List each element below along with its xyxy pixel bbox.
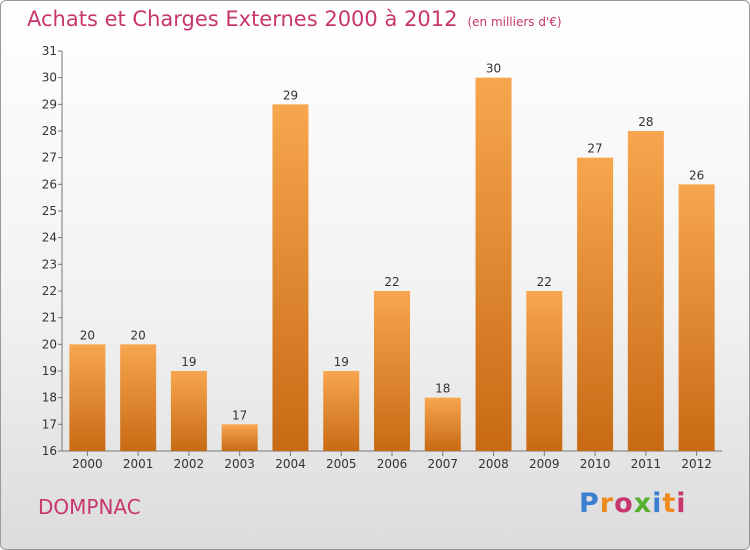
- logo-letter: i: [676, 488, 687, 519]
- y-tick-label: 19: [42, 364, 57, 378]
- proxiti-logo: Proxiti: [579, 488, 687, 519]
- bar-2010: [577, 157, 614, 451]
- chart-bars: [69, 77, 715, 452]
- logo-letter: x: [633, 488, 653, 519]
- value-label-2007: 18: [435, 382, 450, 396]
- y-tick-label: 28: [42, 124, 57, 138]
- y-tick-label: 29: [42, 97, 57, 111]
- value-label-2010: 27: [587, 142, 602, 156]
- bar-2008: [475, 77, 512, 452]
- bar-2003: [221, 424, 258, 451]
- x-tick-label-2009: 2009: [529, 457, 560, 471]
- x-tick-label-2008: 2008: [478, 457, 509, 471]
- logo-letter: i: [652, 488, 663, 519]
- bar-2011: [627, 131, 664, 451]
- x-tick-label-2010: 2010: [580, 457, 611, 471]
- x-tick-label-2000: 2000: [72, 457, 103, 471]
- x-tick-label-2007: 2007: [427, 457, 458, 471]
- bar-2005: [323, 371, 360, 451]
- y-tick-label: 16: [42, 444, 57, 458]
- y-tick-label: 31: [42, 44, 57, 58]
- value-label-2002: 19: [181, 355, 196, 369]
- y-tick-label: 17: [42, 417, 57, 431]
- logo-letter: P: [579, 488, 600, 519]
- value-label-2008: 30: [486, 62, 501, 76]
- y-tick-label: 26: [42, 177, 57, 191]
- chart-unit: (en milliers d'€): [467, 15, 562, 29]
- chart-title-text: Achats et Charges Externes 2000 à 2012: [27, 7, 458, 31]
- bar-2007: [424, 397, 461, 451]
- logo-letter: t: [662, 488, 677, 519]
- bar-2009: [526, 291, 563, 451]
- value-label-2003: 17: [232, 408, 247, 422]
- y-tick-label: 24: [42, 231, 57, 245]
- value-label-2012: 26: [689, 168, 704, 182]
- x-tick-label-2005: 2005: [326, 457, 357, 471]
- bar-2000: [69, 344, 106, 451]
- value-label-2001: 20: [131, 328, 146, 342]
- x-tick-label-2003: 2003: [224, 457, 255, 471]
- y-tick-label: 18: [42, 391, 57, 405]
- x-tick-label-2006: 2006: [377, 457, 408, 471]
- value-label-2006: 22: [384, 275, 399, 289]
- chart-title: Achats et Charges Externes 2000 à 2012 (e…: [27, 7, 562, 31]
- y-tick-label: 23: [42, 257, 57, 271]
- bar-2002: [170, 371, 207, 451]
- y-tick-label: 25: [42, 204, 57, 218]
- logo-letter: r: [599, 488, 615, 519]
- value-label-2009: 22: [537, 275, 552, 289]
- y-tick-label: 21: [42, 311, 57, 325]
- location-name: DOMPNAC: [38, 495, 141, 519]
- y-tick-label: 22: [42, 284, 57, 298]
- x-tick-label-2011: 2011: [631, 457, 662, 471]
- x-tick-label-2001: 2001: [123, 457, 154, 471]
- value-label-2011: 28: [638, 115, 653, 129]
- bar-2004: [272, 104, 309, 451]
- bar-2012: [678, 184, 715, 452]
- logo-letter: o: [614, 488, 634, 519]
- chart-labels: 20 2000 20 2001 19 2002 17 2003 29 2004 19 2005 22 20…: [72, 62, 712, 471]
- x-tick-label-2012: 2012: [681, 457, 712, 471]
- bar-2006: [374, 291, 410, 451]
- value-label-2000: 20: [80, 328, 95, 342]
- chart-axes: 16 17 18 19 20 21 22 23 24 25 26 27 28 29 30 31: [42, 44, 722, 458]
- x-tick-label-2004: 2004: [275, 457, 306, 471]
- y-tick-label: 30: [42, 71, 57, 85]
- value-label-2005: 19: [334, 355, 349, 369]
- y-tick-label: 20: [42, 337, 57, 351]
- bar-2001: [120, 344, 157, 451]
- x-tick-label-2002: 2002: [174, 457, 205, 471]
- value-label-2004: 29: [283, 88, 298, 102]
- y-tick-label: 27: [42, 151, 57, 165]
